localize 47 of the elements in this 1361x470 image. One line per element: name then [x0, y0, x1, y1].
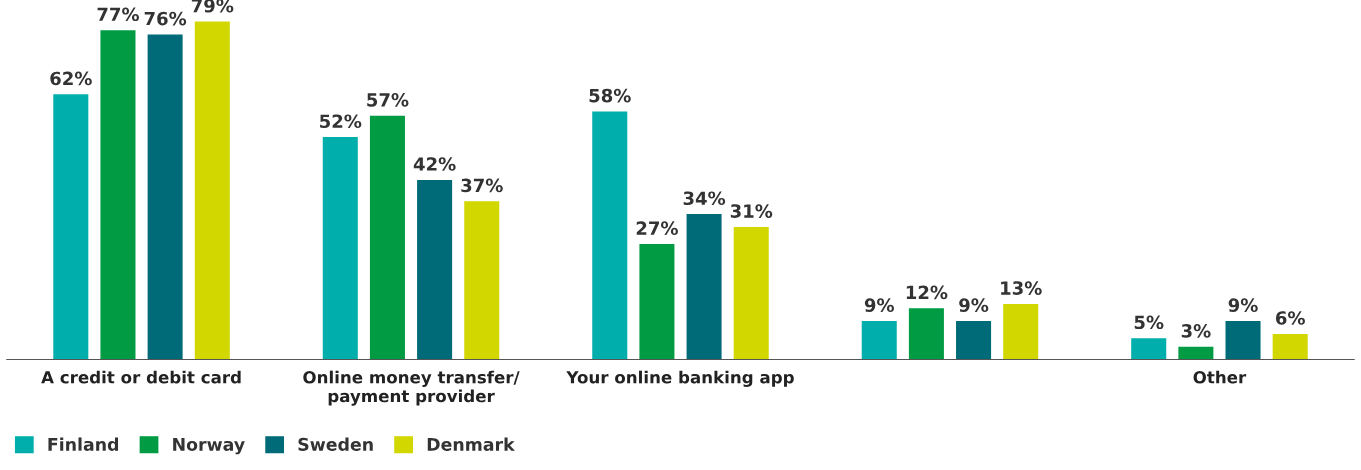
legend-label: Sweden	[298, 437, 373, 451]
bar	[1131, 338, 1167, 360]
data-label: 77%	[97, 7, 139, 22]
data-label: 37%	[461, 178, 503, 193]
data-label: 6%	[1275, 311, 1305, 325]
bar	[1178, 346, 1214, 360]
x-tick-label: A credit or debit card	[41, 370, 241, 384]
data-label: 3%	[1181, 324, 1211, 338]
data-label: 62%	[50, 71, 92, 86]
x-tick-label: Your online banking app	[566, 370, 794, 387]
legend-label: Norway	[173, 437, 245, 455]
data-label: 13%	[1001, 281, 1042, 295]
bar	[417, 179, 453, 360]
bar	[1225, 321, 1261, 360]
data-label: 5%	[1134, 315, 1164, 330]
bar	[1272, 333, 1308, 360]
x-tick-label: Online money transfer/ payment provider	[303, 370, 520, 406]
data-label: 31%	[730, 204, 773, 218]
legend-label: Finland	[48, 437, 119, 451]
data-label: 9%	[959, 298, 989, 312]
bar	[592, 111, 628, 360]
legend-label: Denmark	[427, 437, 515, 451]
bar	[464, 201, 500, 360]
data-label: 52%	[320, 114, 362, 129]
bar	[733, 226, 769, 360]
data-label: 9%	[1228, 298, 1258, 312]
bar	[147, 34, 183, 360]
data-label: 58%	[589, 88, 631, 103]
data-label: 12%	[906, 285, 948, 300]
bar	[369, 115, 405, 360]
bar	[861, 321, 897, 360]
data-label: 27%	[636, 221, 678, 235]
data-label: 42%	[413, 157, 456, 171]
data-label: 57%	[367, 93, 409, 107]
bar	[322, 137, 358, 360]
bar	[194, 21, 230, 360]
bar	[639, 244, 675, 360]
x-tick-label: Other	[1193, 370, 1247, 384]
bar	[686, 214, 722, 360]
data-label: 76%	[144, 11, 187, 26]
data-label: 9%	[864, 298, 894, 312]
bar	[956, 321, 992, 360]
bar	[908, 308, 944, 360]
bar	[53, 94, 89, 360]
data-label: 34%	[683, 191, 726, 206]
bar	[100, 30, 136, 360]
bar	[1003, 303, 1039, 360]
